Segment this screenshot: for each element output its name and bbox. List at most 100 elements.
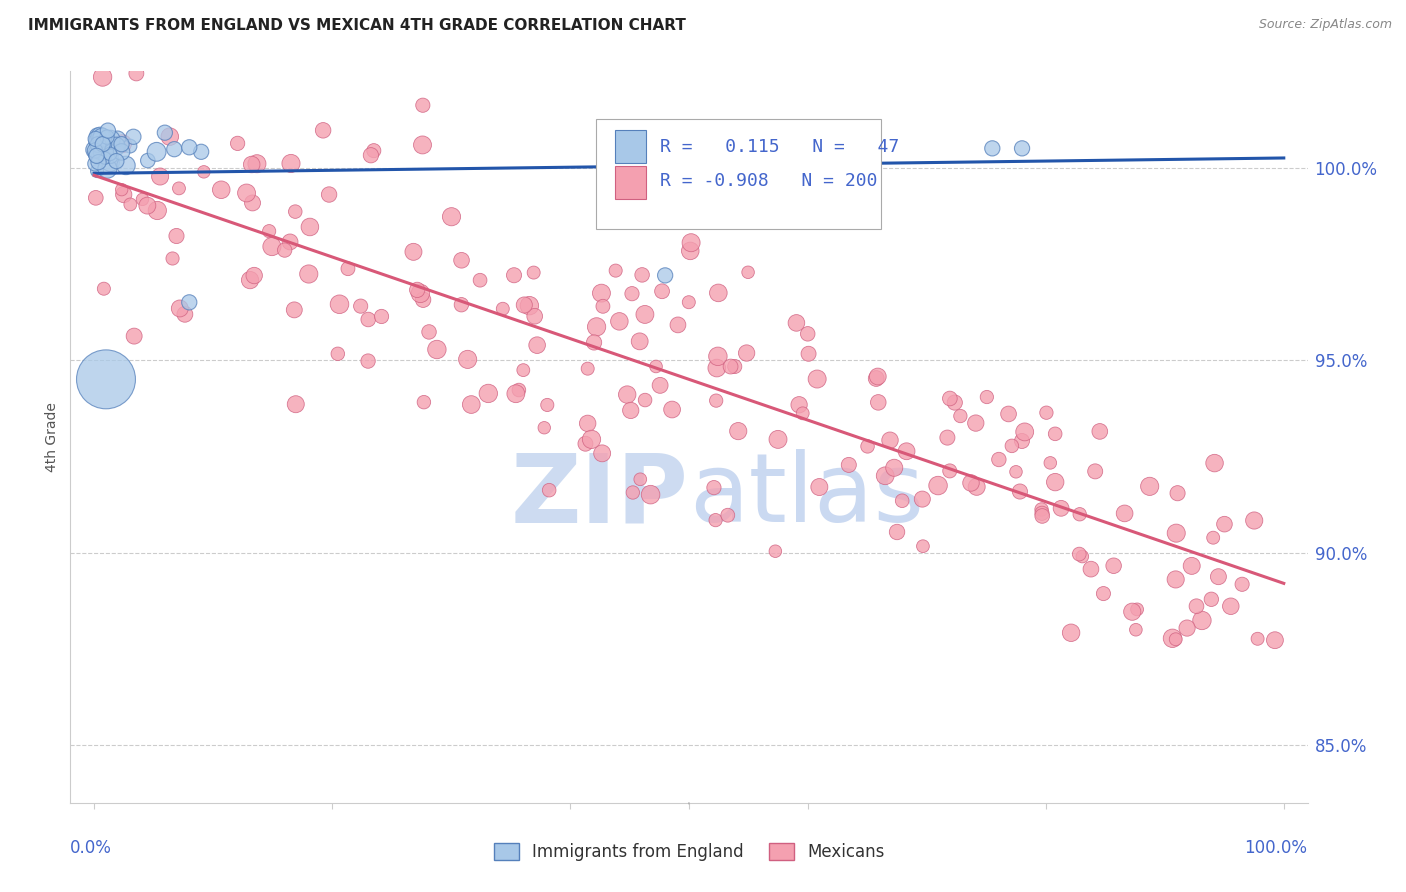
Point xyxy=(868,395,890,409)
Point xyxy=(402,244,425,259)
Point xyxy=(576,361,599,376)
Point xyxy=(666,318,689,332)
Point xyxy=(260,239,283,253)
Point xyxy=(273,243,295,257)
Point xyxy=(1088,425,1111,439)
Point xyxy=(409,286,432,301)
Point xyxy=(298,267,321,281)
Point xyxy=(84,157,107,171)
Point xyxy=(418,325,440,339)
Point xyxy=(1164,632,1187,647)
Point xyxy=(86,134,108,148)
Point xyxy=(257,224,280,238)
Point xyxy=(190,145,212,159)
Point xyxy=(634,308,657,322)
Point xyxy=(162,252,184,266)
Point xyxy=(703,481,725,495)
Text: atlas: atlas xyxy=(689,449,924,542)
Point xyxy=(621,485,644,500)
Point xyxy=(412,98,434,112)
Point xyxy=(146,203,169,218)
Point xyxy=(1139,479,1161,493)
Point xyxy=(609,314,631,328)
Point xyxy=(976,390,998,404)
Point xyxy=(966,480,988,494)
Point xyxy=(1069,508,1091,522)
Point xyxy=(125,66,148,80)
Point xyxy=(997,407,1019,421)
Point xyxy=(886,524,908,539)
Point xyxy=(86,149,108,163)
Point xyxy=(661,402,683,417)
Point xyxy=(1161,632,1184,646)
Point xyxy=(1175,621,1198,635)
Point xyxy=(574,436,596,450)
Point xyxy=(1011,141,1033,155)
Point xyxy=(1126,602,1149,616)
Point xyxy=(1213,517,1236,532)
Point xyxy=(360,148,382,162)
Point xyxy=(284,204,307,219)
Point xyxy=(704,513,727,527)
Point xyxy=(122,129,145,144)
Point xyxy=(1208,570,1230,584)
Point xyxy=(426,343,449,357)
Point xyxy=(856,439,879,453)
Point xyxy=(363,144,385,158)
Point xyxy=(737,265,759,279)
Point xyxy=(797,347,820,361)
Point xyxy=(645,359,668,374)
Text: Source: ZipAtlas.com: Source: ZipAtlas.com xyxy=(1258,18,1392,31)
Point xyxy=(585,319,607,334)
Point xyxy=(513,298,536,312)
Point xyxy=(591,286,613,301)
Point xyxy=(720,359,742,374)
Point xyxy=(896,444,918,458)
Point xyxy=(100,149,122,163)
Point xyxy=(86,129,108,144)
Point xyxy=(538,483,561,498)
Point xyxy=(866,369,889,384)
Point xyxy=(911,492,934,507)
Point xyxy=(523,310,546,324)
Point xyxy=(179,140,201,154)
Point xyxy=(628,334,651,349)
Point xyxy=(239,273,262,287)
Point xyxy=(939,464,962,478)
Point xyxy=(1001,439,1024,453)
Point xyxy=(110,145,132,159)
Point xyxy=(87,155,110,169)
Point xyxy=(1092,586,1115,600)
Point xyxy=(865,371,887,385)
Point xyxy=(93,282,115,296)
Point xyxy=(735,346,758,360)
Point xyxy=(209,183,232,197)
Point xyxy=(111,183,134,197)
Point xyxy=(1050,501,1073,516)
Text: R = -0.908   N = 200: R = -0.908 N = 200 xyxy=(661,172,877,190)
Point xyxy=(93,137,115,152)
Point xyxy=(581,433,603,447)
Point xyxy=(591,446,613,460)
Point xyxy=(412,293,434,307)
Point xyxy=(891,493,914,508)
Point xyxy=(312,123,335,137)
Text: R =   0.115   N =   47: R = 0.115 N = 47 xyxy=(661,137,900,156)
Point xyxy=(766,433,789,447)
Point xyxy=(86,146,108,161)
Point xyxy=(679,244,702,258)
Point xyxy=(169,301,191,316)
Point xyxy=(96,161,118,176)
Point xyxy=(1243,514,1265,528)
Point xyxy=(654,268,676,283)
Point xyxy=(763,544,786,558)
Point xyxy=(678,295,700,310)
Point xyxy=(110,137,132,152)
Point xyxy=(1114,507,1136,521)
Point xyxy=(243,268,266,283)
Point xyxy=(492,301,515,316)
Point xyxy=(523,266,546,280)
Point xyxy=(100,155,122,169)
Point xyxy=(1060,625,1083,640)
Point xyxy=(943,395,966,409)
